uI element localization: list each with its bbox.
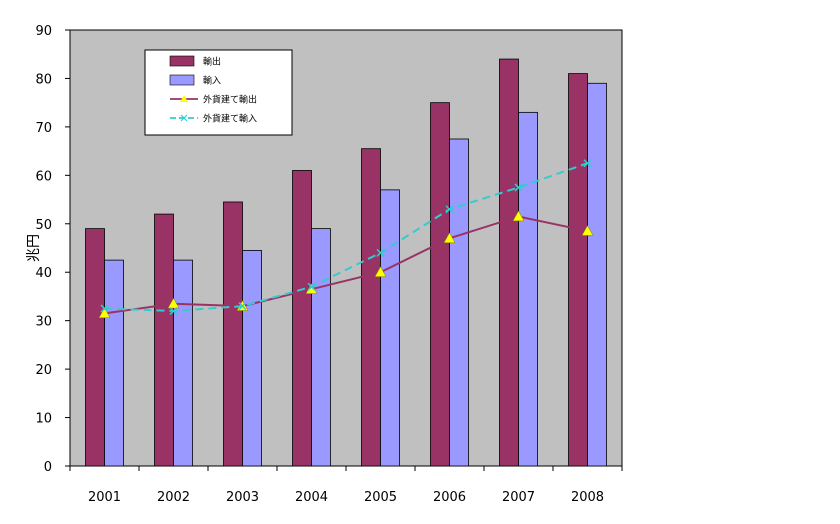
marker-fx-export [167, 297, 180, 309]
marker-stroke [100, 304, 109, 313]
marker-fx-import [445, 205, 454, 214]
marker-fx-import [100, 304, 109, 313]
bar-import [104, 259, 124, 467]
line-layer [98, 159, 594, 319]
line-fx-import [104, 162, 588, 312]
bar-export [430, 102, 450, 467]
bar-export [154, 213, 174, 467]
bar-import [518, 111, 538, 467]
bar-export [292, 170, 312, 467]
marker-fx-import [583, 159, 592, 168]
marker-stroke [238, 302, 247, 311]
legend-box [144, 49, 293, 136]
marker-fx-import [514, 183, 523, 192]
bar-import [587, 82, 607, 467]
y-axis: 0 10 20 30 40 50 60 70 80 90 [35, 24, 70, 475]
y-tick-label: 50 [35, 218, 52, 233]
legend-label: 外貨建て輸出 [203, 94, 257, 106]
x-tick-label: 2001 [88, 490, 121, 505]
marker-stroke [583, 159, 592, 168]
marker-stroke [307, 282, 316, 291]
bar-import [173, 259, 193, 467]
y-tick-label: 0 [44, 460, 52, 475]
x-tick-label: 2008 [571, 490, 604, 505]
marker-fx-import [376, 248, 385, 257]
x-tick-label: 2005 [364, 490, 397, 505]
marker-fx-import [307, 282, 316, 291]
marker-fx-export [98, 307, 111, 319]
x-tick-label: 2006 [433, 490, 466, 505]
bar-export [568, 73, 588, 467]
legend-swatch [169, 55, 195, 67]
marker-stroke [445, 205, 454, 214]
y-tick-label: 80 [35, 72, 52, 87]
y-tick-label: 70 [35, 121, 52, 136]
bar-import [311, 228, 331, 467]
bar-export [499, 58, 519, 467]
x-tick-label: 2002 [157, 490, 190, 505]
bar-import [242, 250, 262, 467]
y-tick-label: 30 [35, 315, 52, 330]
bar-export [223, 201, 243, 467]
legend-label: 輸入 [203, 75, 221, 87]
legend-swatch [169, 74, 195, 86]
legend-label: 外貨建て輸入 [203, 113, 257, 125]
y-tick-label: 60 [35, 169, 52, 184]
y-tick-label: 10 [35, 412, 52, 427]
legend-marker [180, 95, 188, 102]
legend-label: 輸出 [203, 56, 221, 68]
marker-stroke [376, 248, 385, 257]
bar-import [449, 138, 469, 467]
marker-fx-import [238, 302, 247, 311]
marker-fx-import [169, 306, 178, 316]
bar-export [85, 228, 105, 467]
y-tick-label: 40 [35, 266, 52, 281]
marker-fx-export [374, 266, 387, 277]
marker-stroke [169, 306, 178, 316]
y-tick-label: 20 [35, 363, 52, 378]
y-axis-title: 兆円 [26, 234, 42, 262]
marker-fx-export [443, 232, 456, 243]
y-tick-label: 90 [35, 24, 52, 39]
x-tick-label: 2003 [226, 490, 259, 505]
x-tick-label: 2007 [502, 490, 535, 505]
bar-export [361, 148, 381, 467]
x-tick-label: 2004 [295, 490, 328, 505]
bar-import [380, 189, 400, 467]
marker-fx-export [512, 210, 525, 222]
marker-stroke [514, 183, 523, 192]
line-fx-export [104, 215, 588, 315]
legend-marker [180, 114, 188, 122]
marker-fx-export [581, 225, 594, 236]
x-axis: 2001 2002 2003 2004 2005 2006 2007 2008 [69, 466, 623, 505]
